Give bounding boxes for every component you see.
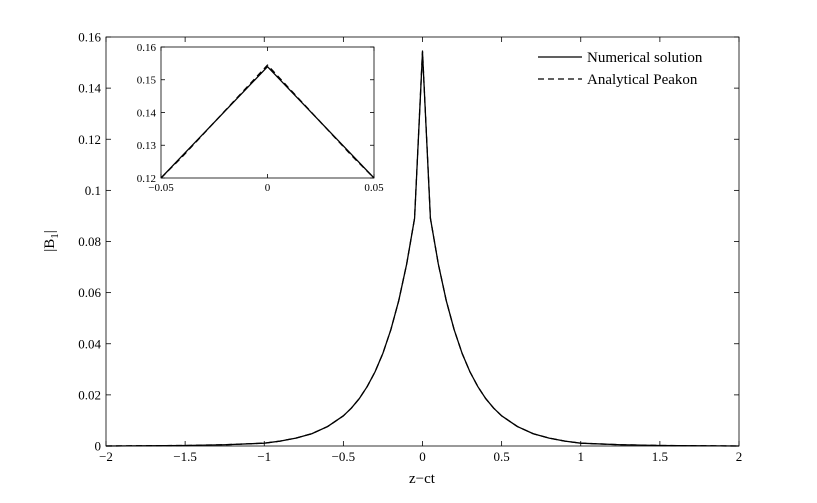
main-y-tick-label: 0.02 xyxy=(78,387,101,402)
legend-label-numerical-solution: Numerical solution xyxy=(587,50,703,66)
inset-x-tick-label: 0 xyxy=(265,182,271,194)
main-series-analytical-peakon xyxy=(105,50,740,447)
main-y-tick-label: 0.12 xyxy=(78,132,101,147)
inset-y-tick-label: 0.15 xyxy=(137,75,157,87)
main-x-tick-label: −1.5 xyxy=(173,449,197,464)
legend-label-analytical-peakon: Analytical Peakon xyxy=(587,72,698,88)
y-axis-label: |B1| xyxy=(42,230,61,252)
inset-x-tick-label: −0.05 xyxy=(148,182,174,194)
inset-y-tick-label: 0.16 xyxy=(137,42,157,54)
main-series-lines xyxy=(105,50,740,447)
main-x-tick-label: −2 xyxy=(99,449,113,464)
main-x-tick-label: 0.5 xyxy=(494,449,510,464)
main-y-tick-label: 0.14 xyxy=(78,81,101,96)
main-x-tick-label: 2 xyxy=(736,449,743,464)
inset-series-lines xyxy=(160,64,375,179)
inset-x-tick-label: 0.05 xyxy=(364,182,384,194)
y-axis-label-suffix: | xyxy=(42,230,58,233)
inset-axis-ticks: −0.05 0 0.05 0.12 0.13 0.14 0.15 0.16 xyxy=(137,42,384,194)
inset-y-tick-label: 0.13 xyxy=(137,140,157,152)
main-x-tick-label: −1 xyxy=(257,449,271,464)
main-y-tick-label: 0.16 xyxy=(78,30,101,45)
x-axis-label: z−ct xyxy=(409,471,436,487)
y-axis-label-main: |B xyxy=(42,239,58,252)
main-x-tick-label: −0.5 xyxy=(332,449,356,464)
inset-series-analytical-peakon xyxy=(160,64,375,179)
main-y-tick-label: 0.1 xyxy=(85,183,101,198)
main-y-tick-label: 0.06 xyxy=(78,285,101,300)
main-x-tick-label: 1 xyxy=(578,449,585,464)
main-y-tick-label: 0.04 xyxy=(78,336,101,351)
main-plot: −2 −1.5 −1 −0.5 0 0.5 1 1.5 2 0 0.02 0.04 0.06 0.08 0.… xyxy=(78,30,742,464)
main-y-tick-label: 0 xyxy=(95,439,102,454)
main-x-tick-label: 1.5 xyxy=(652,449,668,464)
inset-plot: −0.05 0 0.05 0.12 0.13 0.14 0.15 0.16 xyxy=(137,42,384,194)
inset-y-tick-label: 0.14 xyxy=(137,107,157,119)
inset-plot-background xyxy=(161,47,374,178)
main-y-tick-label: 0.08 xyxy=(78,234,101,249)
main-x-tick-label: 0 xyxy=(419,449,426,464)
inset-y-tick-label: 0.12 xyxy=(137,173,156,185)
y-axis-label-subscript: 1 xyxy=(49,233,61,239)
legend: Numerical solution Analytical Peakon xyxy=(538,50,703,88)
main-axis-ticks: −2 −1.5 −1 −0.5 0 0.5 1 1.5 2 0 0.02 0.04 0.06 0.08 0.… xyxy=(78,30,742,464)
